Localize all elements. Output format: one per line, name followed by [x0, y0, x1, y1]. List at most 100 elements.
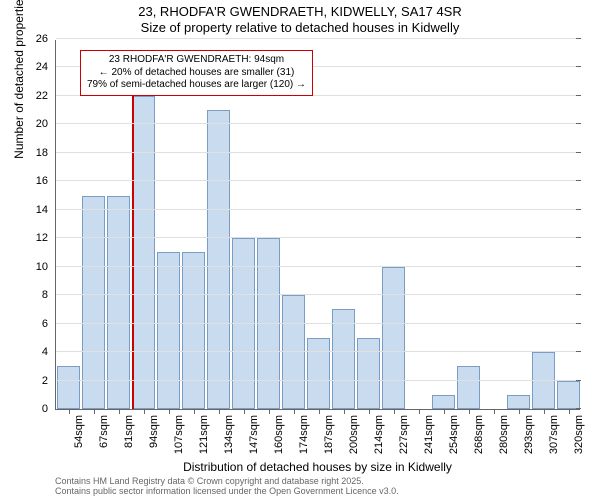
y-tick-mark: [576, 123, 581, 124]
histogram-bar: [207, 110, 231, 409]
x-tick-mark: [194, 409, 195, 414]
y-tick-mark: [576, 237, 581, 238]
y-tick-mark: [576, 66, 581, 67]
gridline: [56, 294, 580, 295]
histogram-bar: [507, 395, 531, 409]
histogram-bar: [82, 196, 106, 409]
footer-attribution: Contains HM Land Registry data © Crown c…: [55, 476, 399, 497]
x-axis-label: Distribution of detached houses by size …: [55, 460, 580, 474]
x-tick-label: 174sqm: [298, 415, 310, 454]
x-tick-label: 268sqm: [473, 415, 485, 454]
histogram-bar: [157, 252, 181, 409]
gridline: [56, 380, 580, 381]
annotation-line: 79% of semi-detached houses are larger (…: [87, 79, 306, 92]
x-tick-mark: [169, 409, 170, 414]
x-tick-mark: [244, 409, 245, 414]
histogram-bar: [432, 395, 456, 409]
x-tick-mark: [469, 409, 470, 414]
gridline: [56, 152, 580, 153]
annotation-line: 23 RHODFA'R GWENDRAETH: 94sqm: [87, 54, 306, 67]
x-tick-label: 67sqm: [98, 415, 110, 448]
y-tick-mark: [576, 323, 581, 324]
x-tick-label: 134sqm: [223, 415, 235, 454]
gridline: [56, 38, 580, 39]
subject-marker-line: [132, 96, 134, 409]
x-tick-mark: [269, 409, 270, 414]
y-tick-label: 12: [36, 232, 48, 244]
histogram-bar: [357, 338, 381, 409]
x-tick-label: 320sqm: [573, 415, 585, 454]
x-tick-mark: [569, 409, 570, 414]
y-tick-mark: [576, 152, 581, 153]
x-tick-mark: [69, 409, 70, 414]
x-tick-label: 200sqm: [348, 415, 360, 454]
y-tick-label: 24: [36, 61, 48, 73]
y-tick-label: 16: [36, 175, 48, 187]
x-tick-mark: [319, 409, 320, 414]
y-tick-label: 8: [42, 289, 48, 301]
x-tick-label: 121sqm: [198, 415, 210, 454]
annotation-callout: 23 RHODFA'R GWENDRAETH: 94sqm← 20% of de…: [80, 50, 313, 96]
histogram-bar: [182, 252, 206, 409]
y-tick-label: 2: [42, 375, 48, 387]
x-tick-mark: [369, 409, 370, 414]
y-tick-label: 18: [36, 147, 48, 159]
x-tick-label: 187sqm: [323, 415, 335, 454]
histogram-bar: [332, 309, 356, 409]
y-tick-label: 6: [42, 318, 48, 330]
x-tick-label: 147sqm: [248, 415, 260, 454]
histogram-bar: [382, 267, 406, 409]
y-tick-mark: [576, 209, 581, 210]
chart-title-line2: Size of property relative to detached ho…: [0, 20, 600, 35]
gridline: [56, 351, 580, 352]
x-tick-label: 227sqm: [398, 415, 410, 454]
y-tick-mark: [576, 380, 581, 381]
x-tick-label: 254sqm: [448, 415, 460, 454]
x-tick-label: 214sqm: [373, 415, 385, 454]
y-tick-label: 14: [36, 204, 48, 216]
x-tick-label: 280sqm: [498, 415, 510, 454]
footer-line1: Contains HM Land Registry data © Crown c…: [55, 476, 399, 486]
y-tick-label: 10: [36, 261, 48, 273]
y-tick-label: 20: [36, 118, 48, 130]
gridline: [56, 237, 580, 238]
x-tick-mark: [94, 409, 95, 414]
x-tick-mark: [394, 409, 395, 414]
x-tick-label: 293sqm: [523, 415, 535, 454]
histogram-bar: [457, 366, 481, 409]
x-tick-mark: [544, 409, 545, 414]
y-tick-mark: [576, 351, 581, 352]
y-tick-mark: [576, 408, 581, 409]
annotation-line: ← 20% of detached houses are smaller (31…: [87, 67, 306, 80]
y-tick-mark: [576, 95, 581, 96]
gridline: [56, 180, 580, 181]
gridline: [56, 123, 580, 124]
property-size-histogram: 23, RHODFA'R GWENDRAETH, KIDWELLY, SA17 …: [0, 0, 600, 500]
y-tick-label: 22: [36, 90, 48, 102]
x-tick-mark: [294, 409, 295, 414]
histogram-bar: [57, 366, 81, 409]
footer-line2: Contains public sector information licen…: [55, 486, 399, 496]
x-tick-mark: [519, 409, 520, 414]
y-tick-mark: [576, 180, 581, 181]
x-tick-label: 81sqm: [123, 415, 135, 448]
chart-title-line1: 23, RHODFA'R GWENDRAETH, KIDWELLY, SA17 …: [0, 4, 600, 19]
y-tick-mark: [576, 294, 581, 295]
y-tick-label: 4: [42, 346, 48, 358]
x-tick-mark: [344, 409, 345, 414]
y-tick-mark: [576, 38, 581, 39]
histogram-bar: [557, 381, 581, 409]
plot-area: 0246810121416182022242654sqm67sqm81sqm94…: [55, 40, 580, 410]
x-tick-mark: [219, 409, 220, 414]
histogram-bar: [307, 338, 331, 409]
y-tick-label: 26: [36, 33, 48, 45]
y-tick-mark: [576, 266, 581, 267]
x-tick-label: 107sqm: [173, 415, 185, 454]
histogram-bar: [282, 295, 306, 409]
x-tick-label: 307sqm: [548, 415, 560, 454]
histogram-bar: [107, 196, 131, 409]
x-tick-mark: [494, 409, 495, 414]
x-tick-label: 94sqm: [148, 415, 160, 448]
gridline: [56, 323, 580, 324]
x-tick-mark: [144, 409, 145, 414]
